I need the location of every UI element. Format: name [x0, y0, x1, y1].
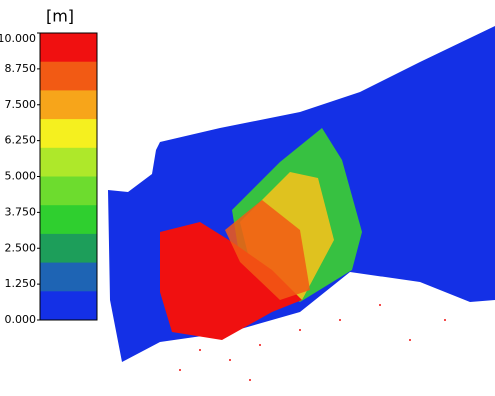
legend-unit: [m]: [46, 7, 74, 26]
legend-band: [40, 147, 97, 177]
tick-label: 10.000: [0, 32, 36, 45]
legend-band: [40, 291, 97, 321]
tick-label: 0.000: [5, 313, 37, 326]
scattered-points: [179, 304, 446, 381]
tick-label: 5.000: [5, 170, 37, 183]
tick-label: 2.500: [5, 241, 37, 254]
legend-band: [40, 262, 97, 292]
point: [229, 359, 231, 361]
point: [199, 349, 201, 351]
legend-band: [40, 33, 97, 63]
point: [299, 329, 301, 331]
tick-label: 6.250: [5, 134, 37, 147]
tick-label: 8.750: [5, 62, 37, 75]
point-cloud: [108, 26, 495, 381]
legend-band: [40, 90, 97, 120]
legend-band: [40, 119, 97, 149]
legend-band: [40, 233, 97, 264]
deep-region: [160, 222, 302, 340]
point: [339, 319, 341, 321]
legend-band: [40, 205, 97, 235]
color-legend: [m] 10.000 8.750 7.500 6.250 5.000 3.750 2.500…: [0, 7, 98, 326]
tick-label: 3.750: [5, 205, 37, 218]
point: [249, 379, 251, 381]
point: [444, 319, 446, 321]
point: [259, 344, 261, 346]
tick-label: 1.250: [5, 277, 37, 290]
point: [179, 369, 181, 371]
deep-region: [225, 200, 310, 300]
point: [379, 304, 381, 306]
legend-band: [40, 61, 97, 91]
tick-label: 7.500: [5, 98, 37, 111]
point: [409, 339, 411, 341]
legend-band: [40, 176, 97, 206]
